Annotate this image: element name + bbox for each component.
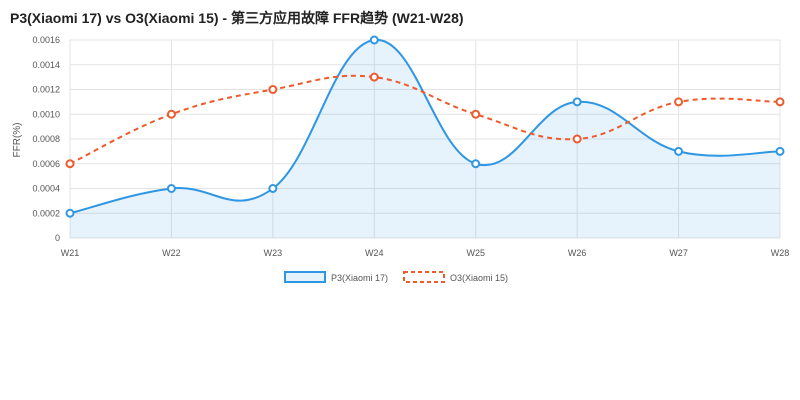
y-axis-ticks: 0 0.0002 0.0004 0.0006 0.0008 0.0010 0.0012 0.0… xyxy=(32,35,60,243)
series-layer xyxy=(65,35,785,238)
x-tick-label: W28 xyxy=(771,248,790,258)
series-2-point xyxy=(674,97,684,107)
series-1-point xyxy=(471,159,481,169)
legend-swatch-2 xyxy=(403,271,445,283)
legend-swatch-1 xyxy=(284,271,326,283)
series-1-point xyxy=(166,184,176,193)
series-2-point xyxy=(369,72,379,82)
chart-title: P3(Xiaomi 17) vs O3(Xiaomi 15) - 第三方应用故障… xyxy=(10,10,464,26)
legend-label-2: O3(Xiaomi 15) xyxy=(450,273,508,283)
series-1-area xyxy=(70,39,780,238)
y-tick-label: 0.0004 xyxy=(32,184,60,194)
y-tick-label: 0 xyxy=(55,233,60,243)
y-tick-label: 0.0012 xyxy=(32,85,60,95)
series-2-point xyxy=(166,109,176,119)
series-2-point xyxy=(775,97,785,107)
series-1-point xyxy=(674,146,684,156)
series-2-point xyxy=(572,134,582,144)
series-2-point xyxy=(471,109,481,119)
y-tick-label: 0.0008 xyxy=(32,134,60,144)
x-tick-label: W27 xyxy=(669,248,688,258)
series-2-point xyxy=(268,85,278,94)
series-2-line xyxy=(69,74,781,165)
x-tick-label: W26 xyxy=(568,248,587,258)
series-1-point xyxy=(775,146,785,156)
x-tick-label: W25 xyxy=(466,248,485,258)
legend: P3(Xiaomi 17) O3(Xiaomi 15) xyxy=(284,271,508,283)
x-tick-label: W24 xyxy=(365,248,384,258)
x-tick-label: W23 xyxy=(264,248,283,258)
series-1-point xyxy=(369,35,379,45)
y-tick-label: 0.0006 xyxy=(32,159,60,169)
series-2-point xyxy=(65,159,75,169)
series-1-point xyxy=(268,184,278,193)
y-tick-label: 0.0014 xyxy=(32,60,60,70)
series-1-line xyxy=(69,38,781,215)
y-tick-label: 0.0016 xyxy=(32,35,60,45)
series-1-point xyxy=(65,208,75,218)
series-1-point xyxy=(572,97,582,107)
y-tick-label: 0.0010 xyxy=(32,109,60,119)
y-axis-label: FFR(%) xyxy=(12,123,23,158)
x-tick-label: W21 xyxy=(61,248,80,258)
legend-label-1: P3(Xiaomi 17) xyxy=(331,273,388,283)
x-axis-ticks: W21 W22 W23 W24 W25 W26 W27 W28 xyxy=(61,248,790,258)
y-tick-label: 0.0002 xyxy=(32,208,60,218)
x-tick-label: W22 xyxy=(162,248,181,258)
